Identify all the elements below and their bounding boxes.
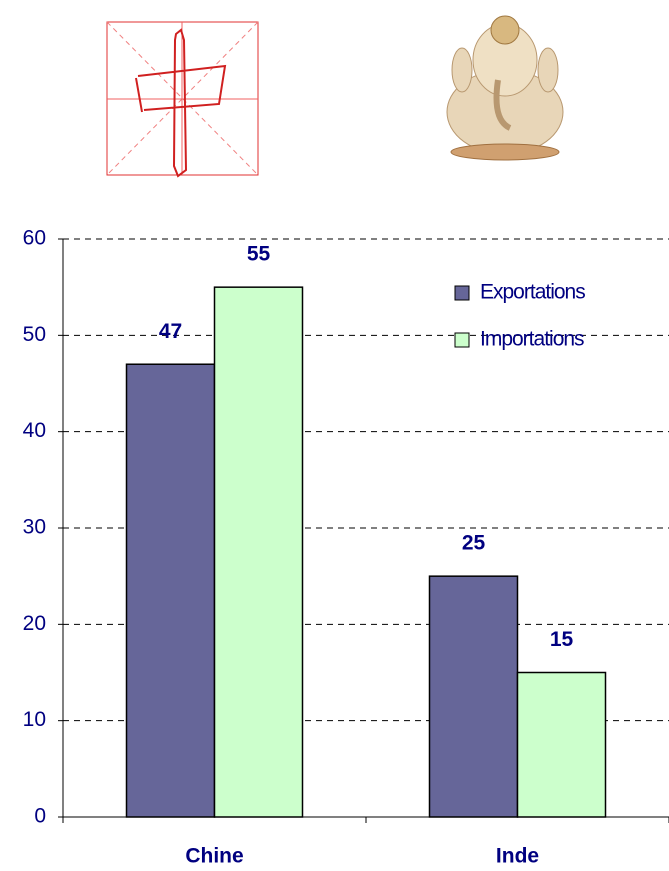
y-tick-label: 10: [23, 708, 46, 731]
value-label: 15: [550, 628, 574, 651]
y-tick-label: 50: [23, 323, 46, 346]
bar: [430, 576, 518, 817]
legend-label: Importations: [480, 328, 584, 351]
y-tick-label: 20: [23, 612, 46, 635]
chinese-character-image: [107, 22, 258, 176]
y-tick-label: 40: [23, 419, 46, 442]
value-label: 25: [462, 532, 486, 555]
x-tick-label: Inde: [496, 845, 539, 868]
bar: [215, 287, 303, 817]
y-tick-label: 60: [23, 227, 46, 250]
y-tick-label: 30: [23, 516, 46, 539]
page: 0 10 20 30 40 50 60 Chine 47 55 Inde 25 15 Exportatio…: [0, 0, 669, 871]
x-tick-label: Chine: [185, 845, 243, 868]
ganesha-image: [447, 16, 563, 160]
legend-label: Exportations: [480, 281, 585, 304]
chart: 0 10 20 30 40 50 60 Chine 47 55 Inde 25 15 Exportatio…: [23, 227, 669, 868]
value-label: 55: [247, 243, 271, 266]
y-tick-label: 0: [34, 805, 46, 828]
bar: [518, 673, 606, 818]
legend-swatch: [455, 333, 469, 347]
bar: [127, 364, 215, 817]
value-label: 47: [159, 320, 182, 343]
legend-swatch: [455, 286, 469, 300]
